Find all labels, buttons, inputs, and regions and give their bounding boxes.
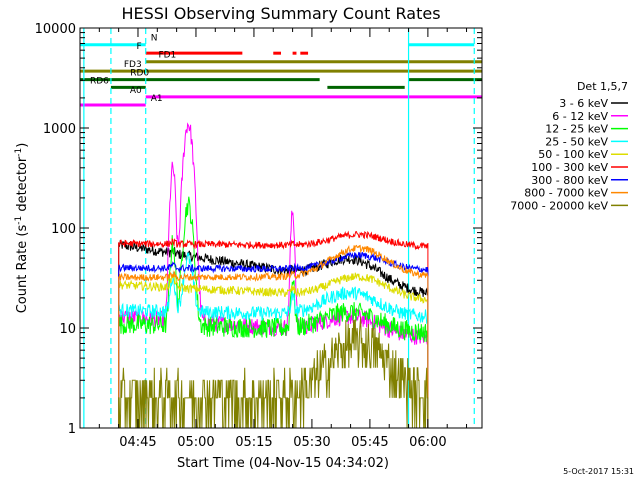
legend-entry-label: 12 - 25 keV (545, 123, 608, 136)
x-tick-label: 05:30 (293, 435, 330, 450)
x-axis-ticks: 04:45 05:00 05:15 05:30 05:45 06:00 (98, 28, 468, 450)
x-tick-label: 05:00 (177, 435, 214, 450)
legend-entry-label: 100 - 300 keV (531, 161, 608, 174)
flag-label-a0: A0 (130, 86, 142, 96)
series-line (118, 251, 429, 428)
x-tick-label: 05:15 (235, 435, 272, 450)
flag-label-f: F (137, 42, 142, 52)
y-tick-label: 10000 (35, 22, 76, 37)
y-tick-label: 10 (59, 322, 76, 337)
series-line (118, 196, 429, 428)
x-tick-label: 04:45 (119, 435, 156, 450)
flag-label-a1: A1 (151, 94, 163, 104)
flag-label-rd0: RD0 (130, 69, 149, 79)
legend-entry-label: 300 - 800 keV (531, 174, 608, 187)
legend-entry-label: 800 - 7000 keV (524, 187, 608, 200)
y-axis-label-main: Count Rate (s (15, 225, 30, 314)
flag-label-fd3: FD3 (124, 60, 142, 70)
series-line (118, 239, 429, 428)
legend-entry-label: 6 - 12 keV (552, 110, 608, 123)
footer-date: 5-Oct-2017 15:31 (563, 467, 634, 476)
series-line (118, 272, 429, 428)
y-axis-label-mid: detector (15, 156, 30, 216)
x-tick-label: 05:45 (351, 435, 388, 450)
y-axis-label-sup1: -1 (14, 216, 24, 225)
y-tick-label: 1000 (43, 122, 76, 137)
legend-title: Det 1,5,7 (577, 80, 628, 93)
y-axis-label: Count Rate (s-1 detector-1) (14, 143, 30, 314)
y-tick-label: 1 (68, 422, 76, 437)
series-line (118, 230, 429, 428)
legend-entry-label: 50 - 100 keV (538, 148, 608, 161)
x-axis-label: Start Time (04-Nov-15 04:34:02) (177, 456, 389, 471)
x-tick-label: 06:00 (409, 435, 446, 450)
y-axis-label-sup2: -1 (14, 148, 24, 157)
flag-label-fd1: FD1 (158, 51, 176, 61)
flag-label-n: N (151, 34, 158, 44)
series-line (118, 244, 429, 428)
series-line (118, 251, 429, 428)
y-tick-label: 100 (51, 222, 76, 237)
y-axis-ticks: 1 10 100 1000 10000 (35, 22, 482, 437)
y-axis-label-end: ) (15, 143, 30, 148)
legend-entry-label: 25 - 50 keV (545, 135, 608, 148)
legend-entry-label: 3 - 6 keV (559, 97, 608, 110)
flag-label-rd6: RD6 (90, 76, 109, 86)
series-lines (118, 122, 429, 429)
legend-entry-label: 7000 - 20000 keV (510, 199, 608, 212)
chart-title: HESSI Observing Summary Count Rates (121, 4, 440, 23)
